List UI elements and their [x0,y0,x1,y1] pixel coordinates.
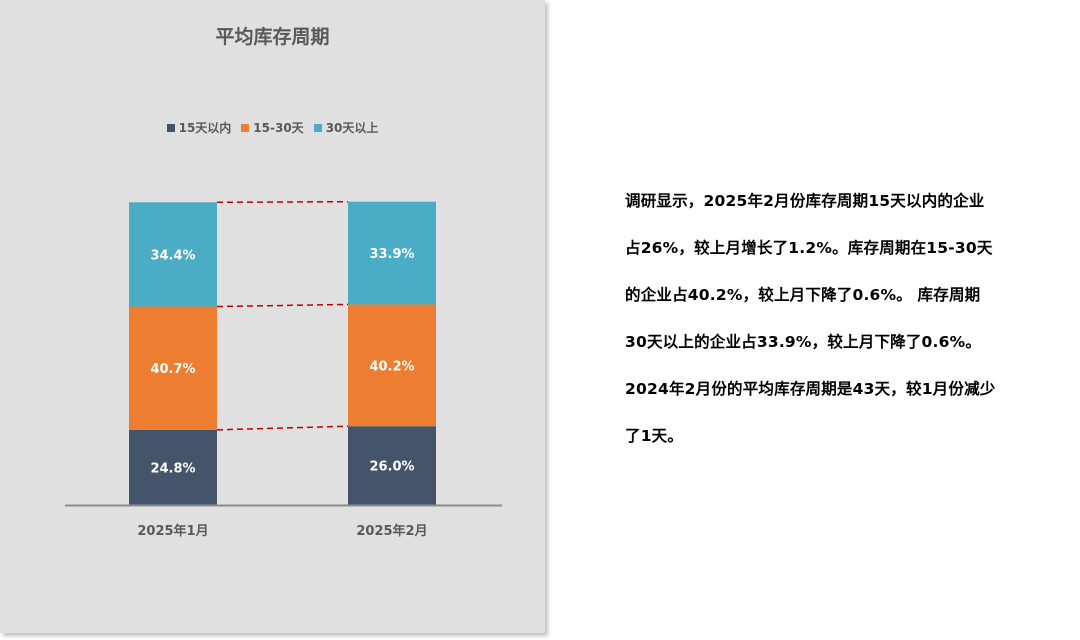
data-label-15-days-within-2: 26.0% [369,460,414,475]
description-line: 调研显示，2025年2月份库存周期15天以内的企业 [625,192,985,210]
series-line-30-days-above [216,200,349,204]
series-line-15-30-days [216,303,349,308]
description-line: 30天以上的企业占33.9%，较上月下降了0.6%。 [625,333,982,351]
chart-panel: 平均库存周期 15天以内 15-30天 30天以上 24.8% 40.7% 34.4… [0,0,545,633]
legend-swatch-30-days-above [313,123,322,132]
data-label-15-30-days-2: 40.2% [369,359,414,374]
series-line-15-days-within [216,425,349,431]
bar-segment-15-30-days-2 [348,304,436,427]
legend-label-15-30-days: 15-30天 [253,121,304,135]
legend-swatch-15-days-within [166,123,175,132]
x-tick-label-2: 2025年2月 [356,523,427,539]
legend-label-15-days-within: 15天以内 [178,121,232,135]
data-label-30-days-above-2: 33.9% [369,247,414,262]
stacked-bar-chart: 24.8% 40.7% 34.4% 26.0% 40.2% 33.9% 2025年1月 202… [65,200,502,539]
legend-item-15-days-within: 15天以内 [166,119,232,136]
legend-swatch-15-30-days [241,123,250,132]
bar-segment-15-days-within-1 [129,429,217,505]
chart-legend: 15天以内 15-30天 30天以上 [0,119,545,136]
chart-title: 平均库存周期 [215,26,330,48]
description-line: 占26%，较上月增长了1.2%。库存周期在15-30天 [625,239,993,257]
data-label-30-days-above-1: 34.4% [150,248,195,263]
bar-segment-30-days-above-1 [129,202,217,307]
bar-segment-15-days-within-2 [348,426,436,505]
legend-item-30-days-above: 30天以上 [313,119,379,136]
bar-segment-15-30-days-1 [129,306,217,430]
x-tick-label-1: 2025年1月 [137,523,208,539]
legend-item-15-30-days: 15-30天 [241,119,304,136]
data-label-15-days-within-1: 24.8% [150,461,195,476]
legend-label-30-days-above: 30天以上 [325,121,379,135]
description-line: 的企业占40.2%，较上月下降了0.6%。 库存周期 [625,286,981,304]
description-line: 了1天。 [625,427,684,445]
description-line: 2024年2月份的平均库存周期是43天，较1月份减少 [625,380,996,398]
data-label-15-30-days-1: 40.7% [150,362,195,377]
description-text: 调研显示，2025年2月份库存周期15天以内的企业 占26%，较上月增长了1.2… [625,178,1070,460]
bar-segment-30-days-above-2 [348,201,436,305]
